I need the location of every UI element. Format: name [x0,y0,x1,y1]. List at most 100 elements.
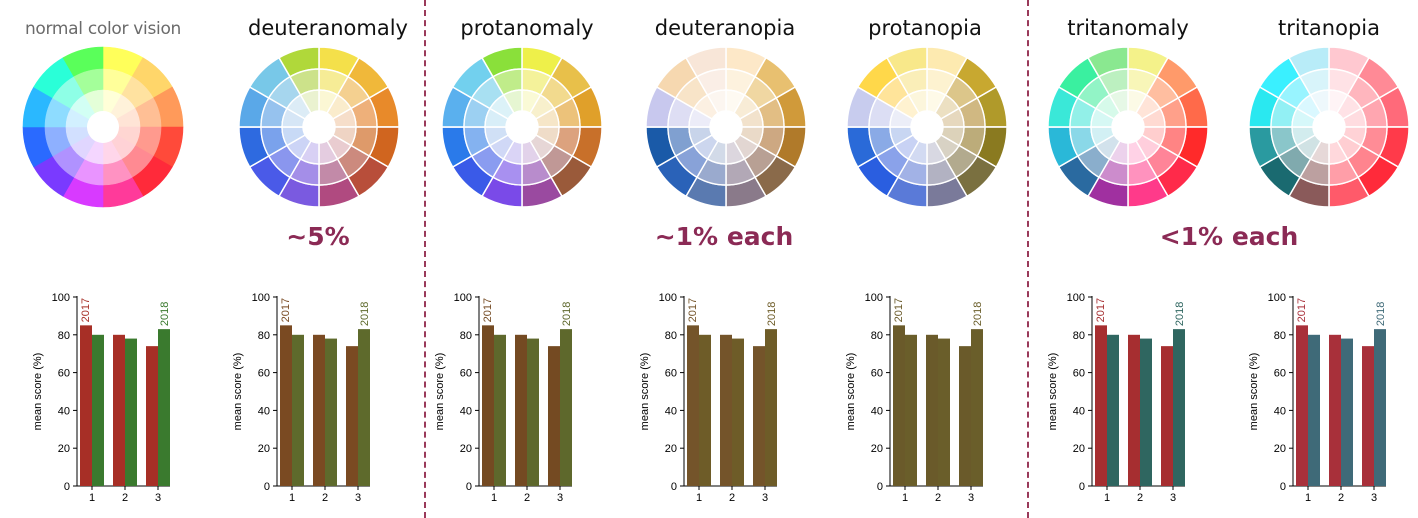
bar-chart-deuteranomaly: 0 20 40 60 80 100 mean score (%) 1 2 3 2017 2018 [232,292,371,504]
y-tick-label: 0 [264,481,270,493]
wheel-spoke [656,86,727,128]
wheel-spoke [1259,126,1330,168]
y-tick-label: 100 [1268,292,1286,304]
y-tick-label: 60 [1073,368,1085,380]
wheel-spoke [926,126,968,197]
color-wheel-protanomaly [441,46,603,208]
x-tick-label: 1 [696,492,702,504]
color-wheel-tritanomaly [1047,46,1209,208]
group-divider-2 [1027,0,1029,518]
y-tick-label: 40 [1274,405,1286,417]
y-tick-label: 20 [258,443,270,455]
bar [1308,334,1320,486]
wheel-spoke [1328,126,1370,197]
series-annotation: 2018 [561,302,573,326]
x-tick-label: 3 [1170,492,1176,504]
y-axis-label: mean score (%) [434,353,446,431]
bar [280,325,292,486]
wheel-spoke [886,126,928,197]
wheel-spoke [521,86,592,128]
wheel-spoke [249,126,320,168]
y-tick-label: 0 [64,481,70,493]
panel-title-deuteranopia: deuteranopia [654,16,796,40]
bar [1374,329,1386,486]
y-tick-label: 0 [877,481,883,493]
color-wheel-tritanopia [1248,46,1410,208]
wheel-spoke [318,57,360,128]
y-tick-label: 60 [58,368,70,380]
frequency-label-tritan: <1% each [1159,222,1299,251]
wheel-spoke [481,57,523,128]
x-tick-label: 3 [968,492,974,504]
wheel-spoke [1328,86,1399,128]
bar [80,325,92,486]
y-tick-label: 80 [871,330,883,342]
x-tick-label: 2 [1137,492,1143,504]
bar [560,329,572,486]
bar [325,338,337,486]
bar [1362,346,1374,486]
x-tick-label: 1 [1305,492,1311,504]
y-tick-label: 0 [1280,481,1286,493]
y-tick-label: 80 [258,330,270,342]
bar-chart-protanomaly: 0 20 40 60 80 100 mean score (%) 1 2 3 2017 2018 [434,292,573,504]
bar [971,329,983,486]
x-tick-label: 1 [1104,492,1110,504]
wheel-center [87,111,119,143]
y-tick-label: 20 [1073,443,1085,455]
bar [515,334,527,486]
x-tick-label: 2 [1338,492,1344,504]
y-tick-label: 20 [1274,443,1286,455]
x-tick-label: 2 [122,492,128,504]
y-tick-label: 60 [871,368,883,380]
wheel-spoke [886,57,928,128]
panel-title-protanopia: protanopia [868,16,982,40]
y-tick-label: 100 [252,292,270,304]
frequency-label-opias: ~1% each [654,222,794,251]
bar [1173,329,1185,486]
bar [1296,325,1308,486]
wheel-spoke [926,57,968,128]
bar [687,325,699,486]
bar [1095,325,1107,486]
bar [482,325,494,486]
wheel-spoke [1288,126,1330,197]
x-tick-label: 2 [322,492,328,504]
panel-title-normal: normal color vision [24,19,182,39]
color-wheel-normal [22,46,184,208]
wheel-spoke [278,57,320,128]
y-tick-label: 80 [460,330,472,342]
group-divider-1 [424,0,426,518]
bar [959,346,971,486]
x-tick-label: 3 [155,492,161,504]
wheel-spoke [685,57,727,128]
wheel-spoke [725,126,796,168]
wheel-spoke [318,86,389,128]
series-annotation: 2017 [893,298,905,322]
x-tick-label: 2 [729,492,735,504]
wheel-spoke [1087,57,1129,128]
wheel-spoke [1328,57,1370,128]
bar [720,334,732,486]
bar [699,334,711,486]
wheel-spoke [725,86,796,128]
bar [125,338,137,486]
wheel-spoke [521,126,592,168]
panel-title-tritanopia: tritanopia [1278,16,1380,40]
x-tick-label: 3 [557,492,563,504]
y-tick-label: 100 [865,292,883,304]
series-annotation: 2017 [1296,298,1308,322]
wheel-spoke [1087,126,1129,197]
wheel-spoke [857,126,928,168]
bar [1341,338,1353,486]
panel-title-protanomaly: protanomaly [460,16,594,40]
x-tick-label: 3 [355,492,361,504]
series-annotation: 2018 [159,302,171,326]
bar [1140,338,1152,486]
bar [893,325,905,486]
series-annotation: 2017 [482,298,494,322]
bar [313,334,325,486]
wheel-spoke [725,126,767,197]
y-tick-label: 60 [665,368,677,380]
bar [158,329,170,486]
